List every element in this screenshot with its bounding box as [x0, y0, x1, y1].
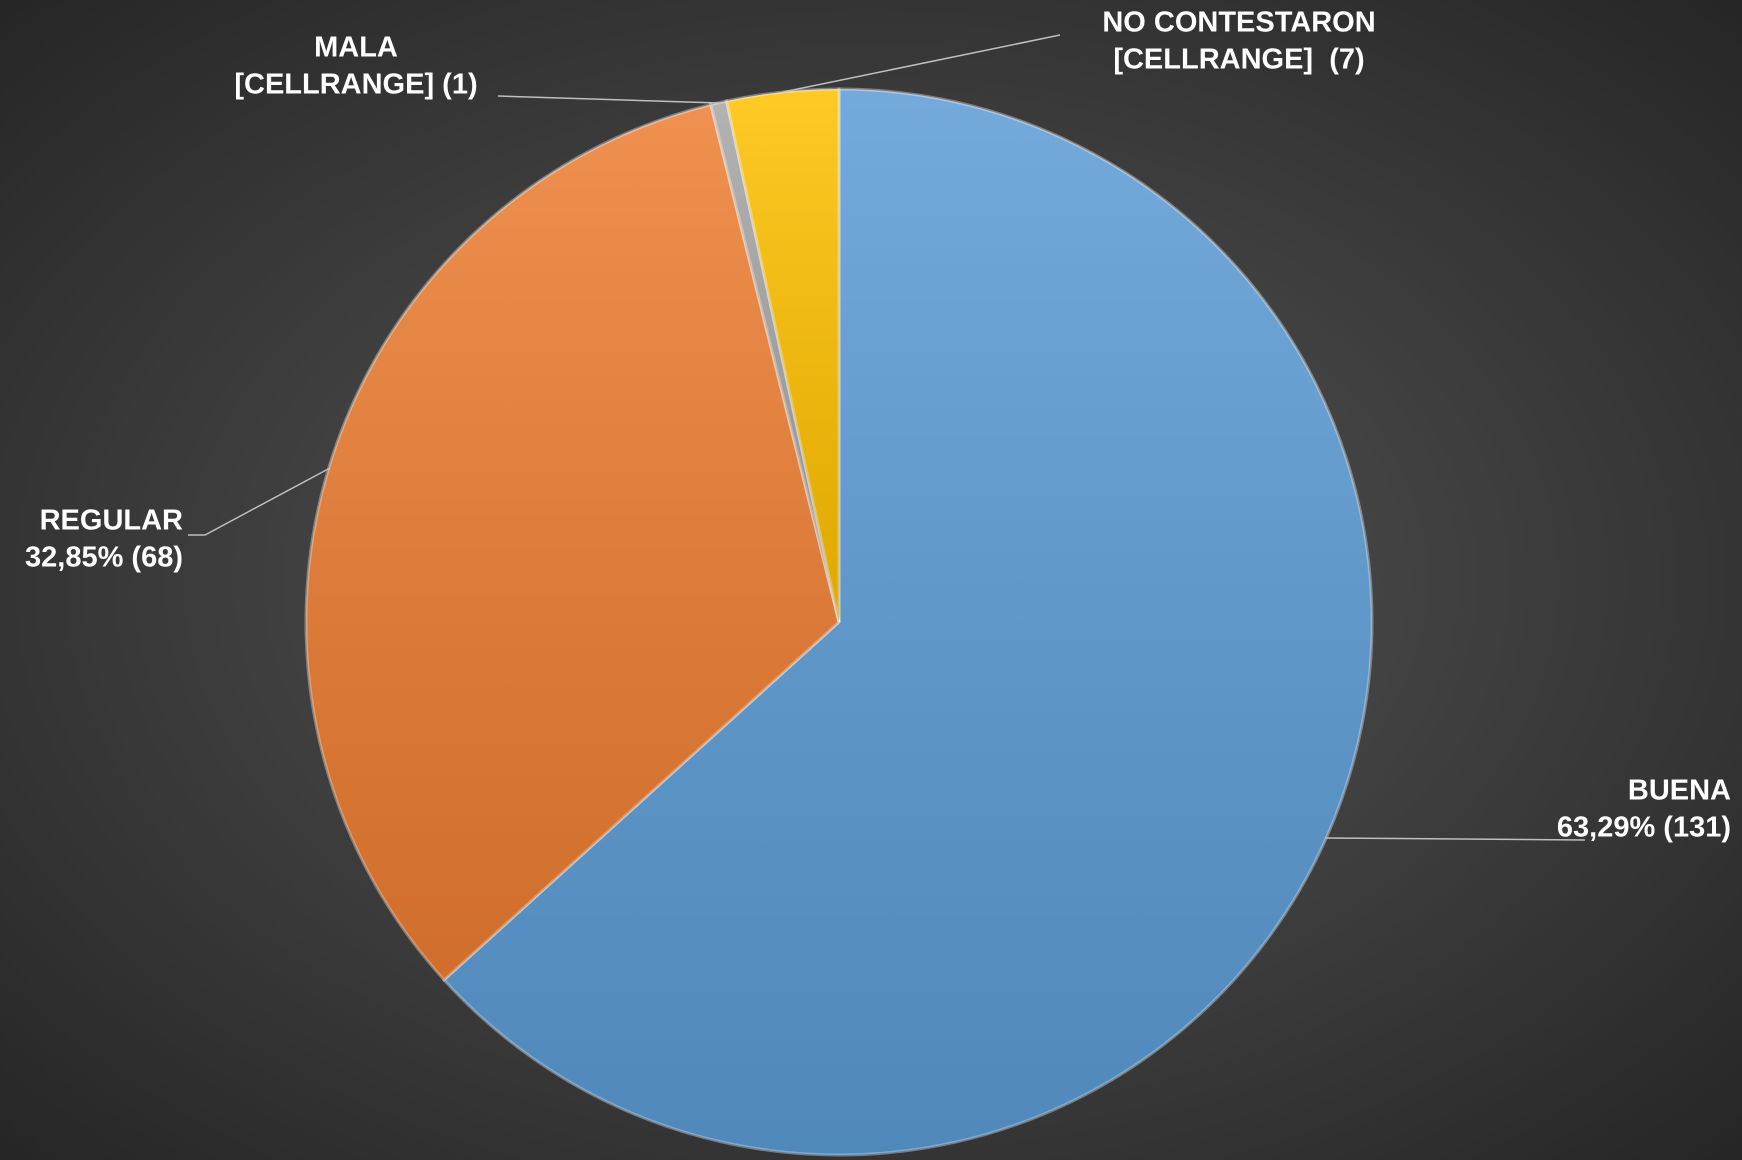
value-label: 32,85% (68) — [25, 542, 183, 574]
leader-line — [1324, 837, 1586, 841]
category-label: MALA — [314, 32, 398, 64]
category-label: BUENA — [1628, 775, 1731, 807]
leader-line — [497, 95, 720, 104]
value-label: [CELLRANGE] (1) — [234, 69, 477, 101]
value-label: [CELLRANGE] (7) — [1113, 44, 1364, 76]
value-label: 63,29% (131) — [1557, 812, 1731, 844]
leader-line — [188, 467, 331, 536]
category-label: NO CONTESTARON — [1102, 7, 1375, 39]
leader-line — [782, 34, 1061, 93]
labels: BUENA 63,29% (131) REGULAR 32,85% (68) MALA [… — [25, 7, 1731, 844]
pie — [304, 87, 1374, 1157]
category-label: REGULAR — [40, 505, 183, 537]
